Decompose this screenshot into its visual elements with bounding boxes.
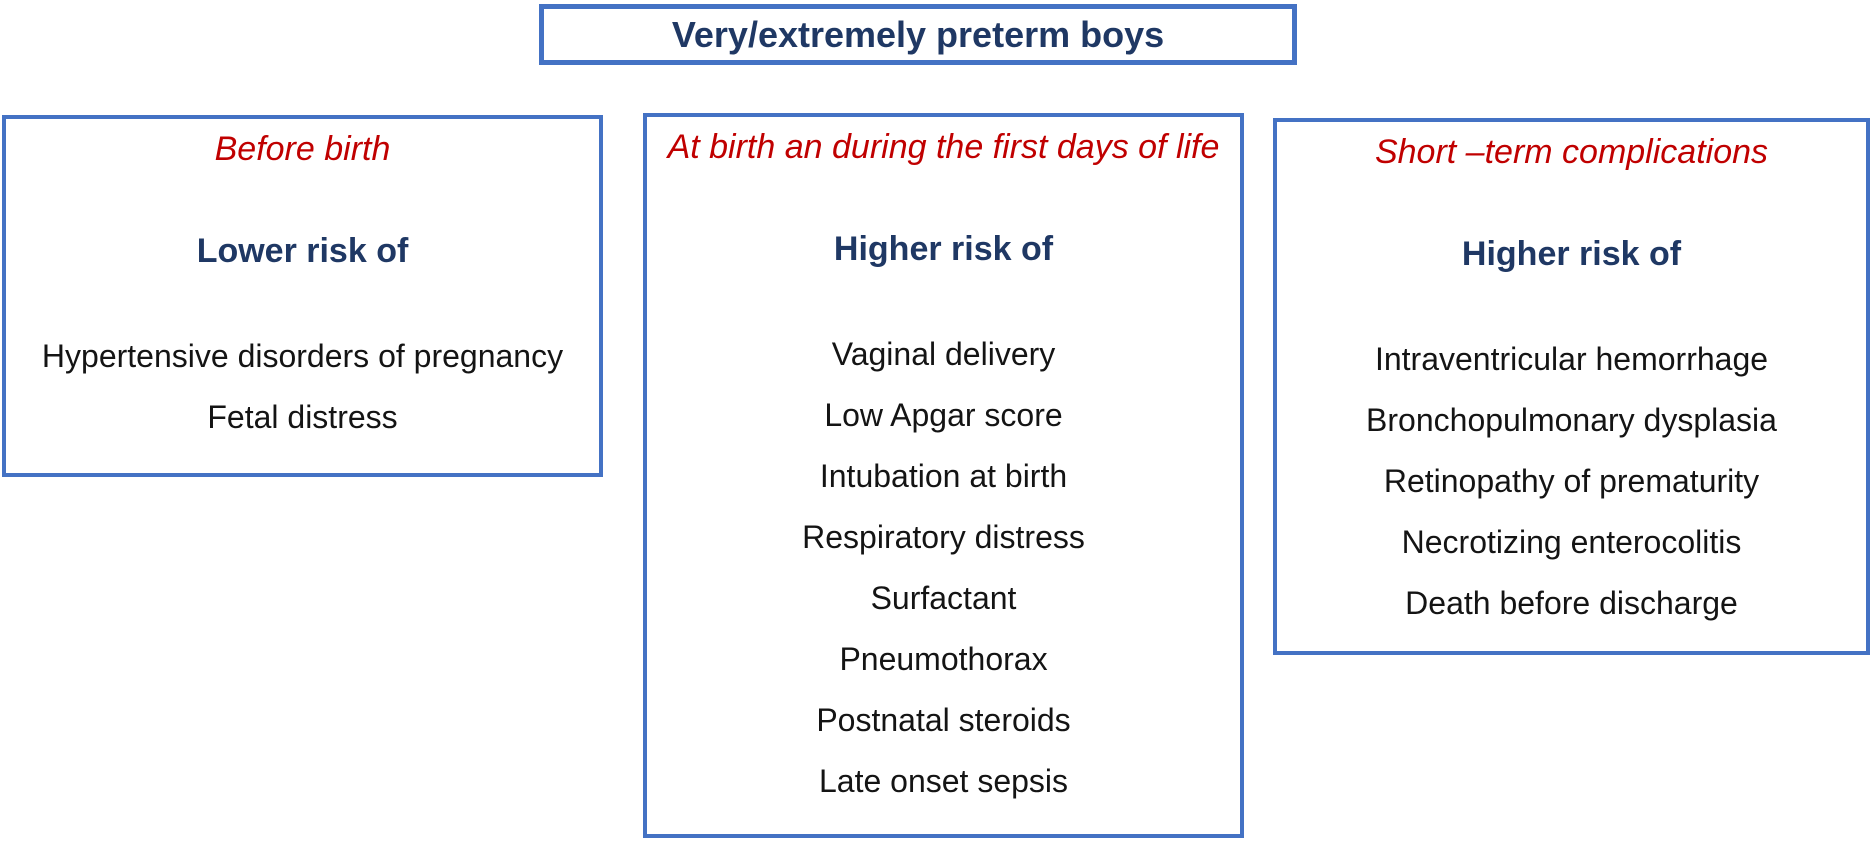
list-item: Late onset sepsis xyxy=(818,763,1069,799)
list-item: Pneumothorax xyxy=(839,641,1048,677)
risk-label-short-term: Higher risk of xyxy=(1461,235,1682,273)
box-heading-at-birth: At birth an during the first days of lif… xyxy=(667,128,1220,166)
box-short-term: Short –term complications Higher risk of… xyxy=(1273,118,1870,655)
box-heading-before-birth: Before birth xyxy=(214,130,391,168)
list-item: Surfactant xyxy=(870,580,1017,616)
risk-label-at-birth: Higher risk of xyxy=(833,230,1054,268)
list-item: Death before discharge xyxy=(1405,585,1738,621)
list-item: Fetal distress xyxy=(207,399,398,435)
list-item: Intraventricular hemorrhage xyxy=(1374,341,1769,377)
list-item: Bronchopulmonary dysplasia xyxy=(1366,402,1777,438)
diagram-title: Very/extremely preterm boys xyxy=(671,13,1165,55)
list-item: Intubation at birth xyxy=(819,458,1068,494)
box-heading-short-term: Short –term complications xyxy=(1374,133,1769,171)
item-list-short-term: Intraventricular hemorrhage Bronchopulmon… xyxy=(1277,329,1866,634)
list-item: Retinopathy of prematurity xyxy=(1383,463,1760,499)
list-item: Vaginal delivery xyxy=(831,336,1056,372)
item-list-at-birth: Vaginal delivery Low Apgar score Intubatio… xyxy=(647,324,1240,812)
title-box: Very/extremely preterm boys xyxy=(539,4,1297,65)
list-item: Postnatal steroids xyxy=(816,702,1071,738)
risk-label-before-birth: Lower risk of xyxy=(196,232,409,270)
list-item: Respiratory distress xyxy=(802,519,1085,555)
box-at-birth: At birth an during the first days of lif… xyxy=(643,113,1244,838)
list-item: Low Apgar score xyxy=(824,397,1063,433)
box-before-birth: Before birth Lower risk of Hypertensive … xyxy=(2,115,603,477)
list-item: Hypertensive disorders of pregnancy xyxy=(41,338,564,374)
list-item: Necrotizing enterocolitis xyxy=(1401,524,1742,560)
item-list-before-birth: Hypertensive disorders of pregnancy Fetal… xyxy=(6,326,599,448)
